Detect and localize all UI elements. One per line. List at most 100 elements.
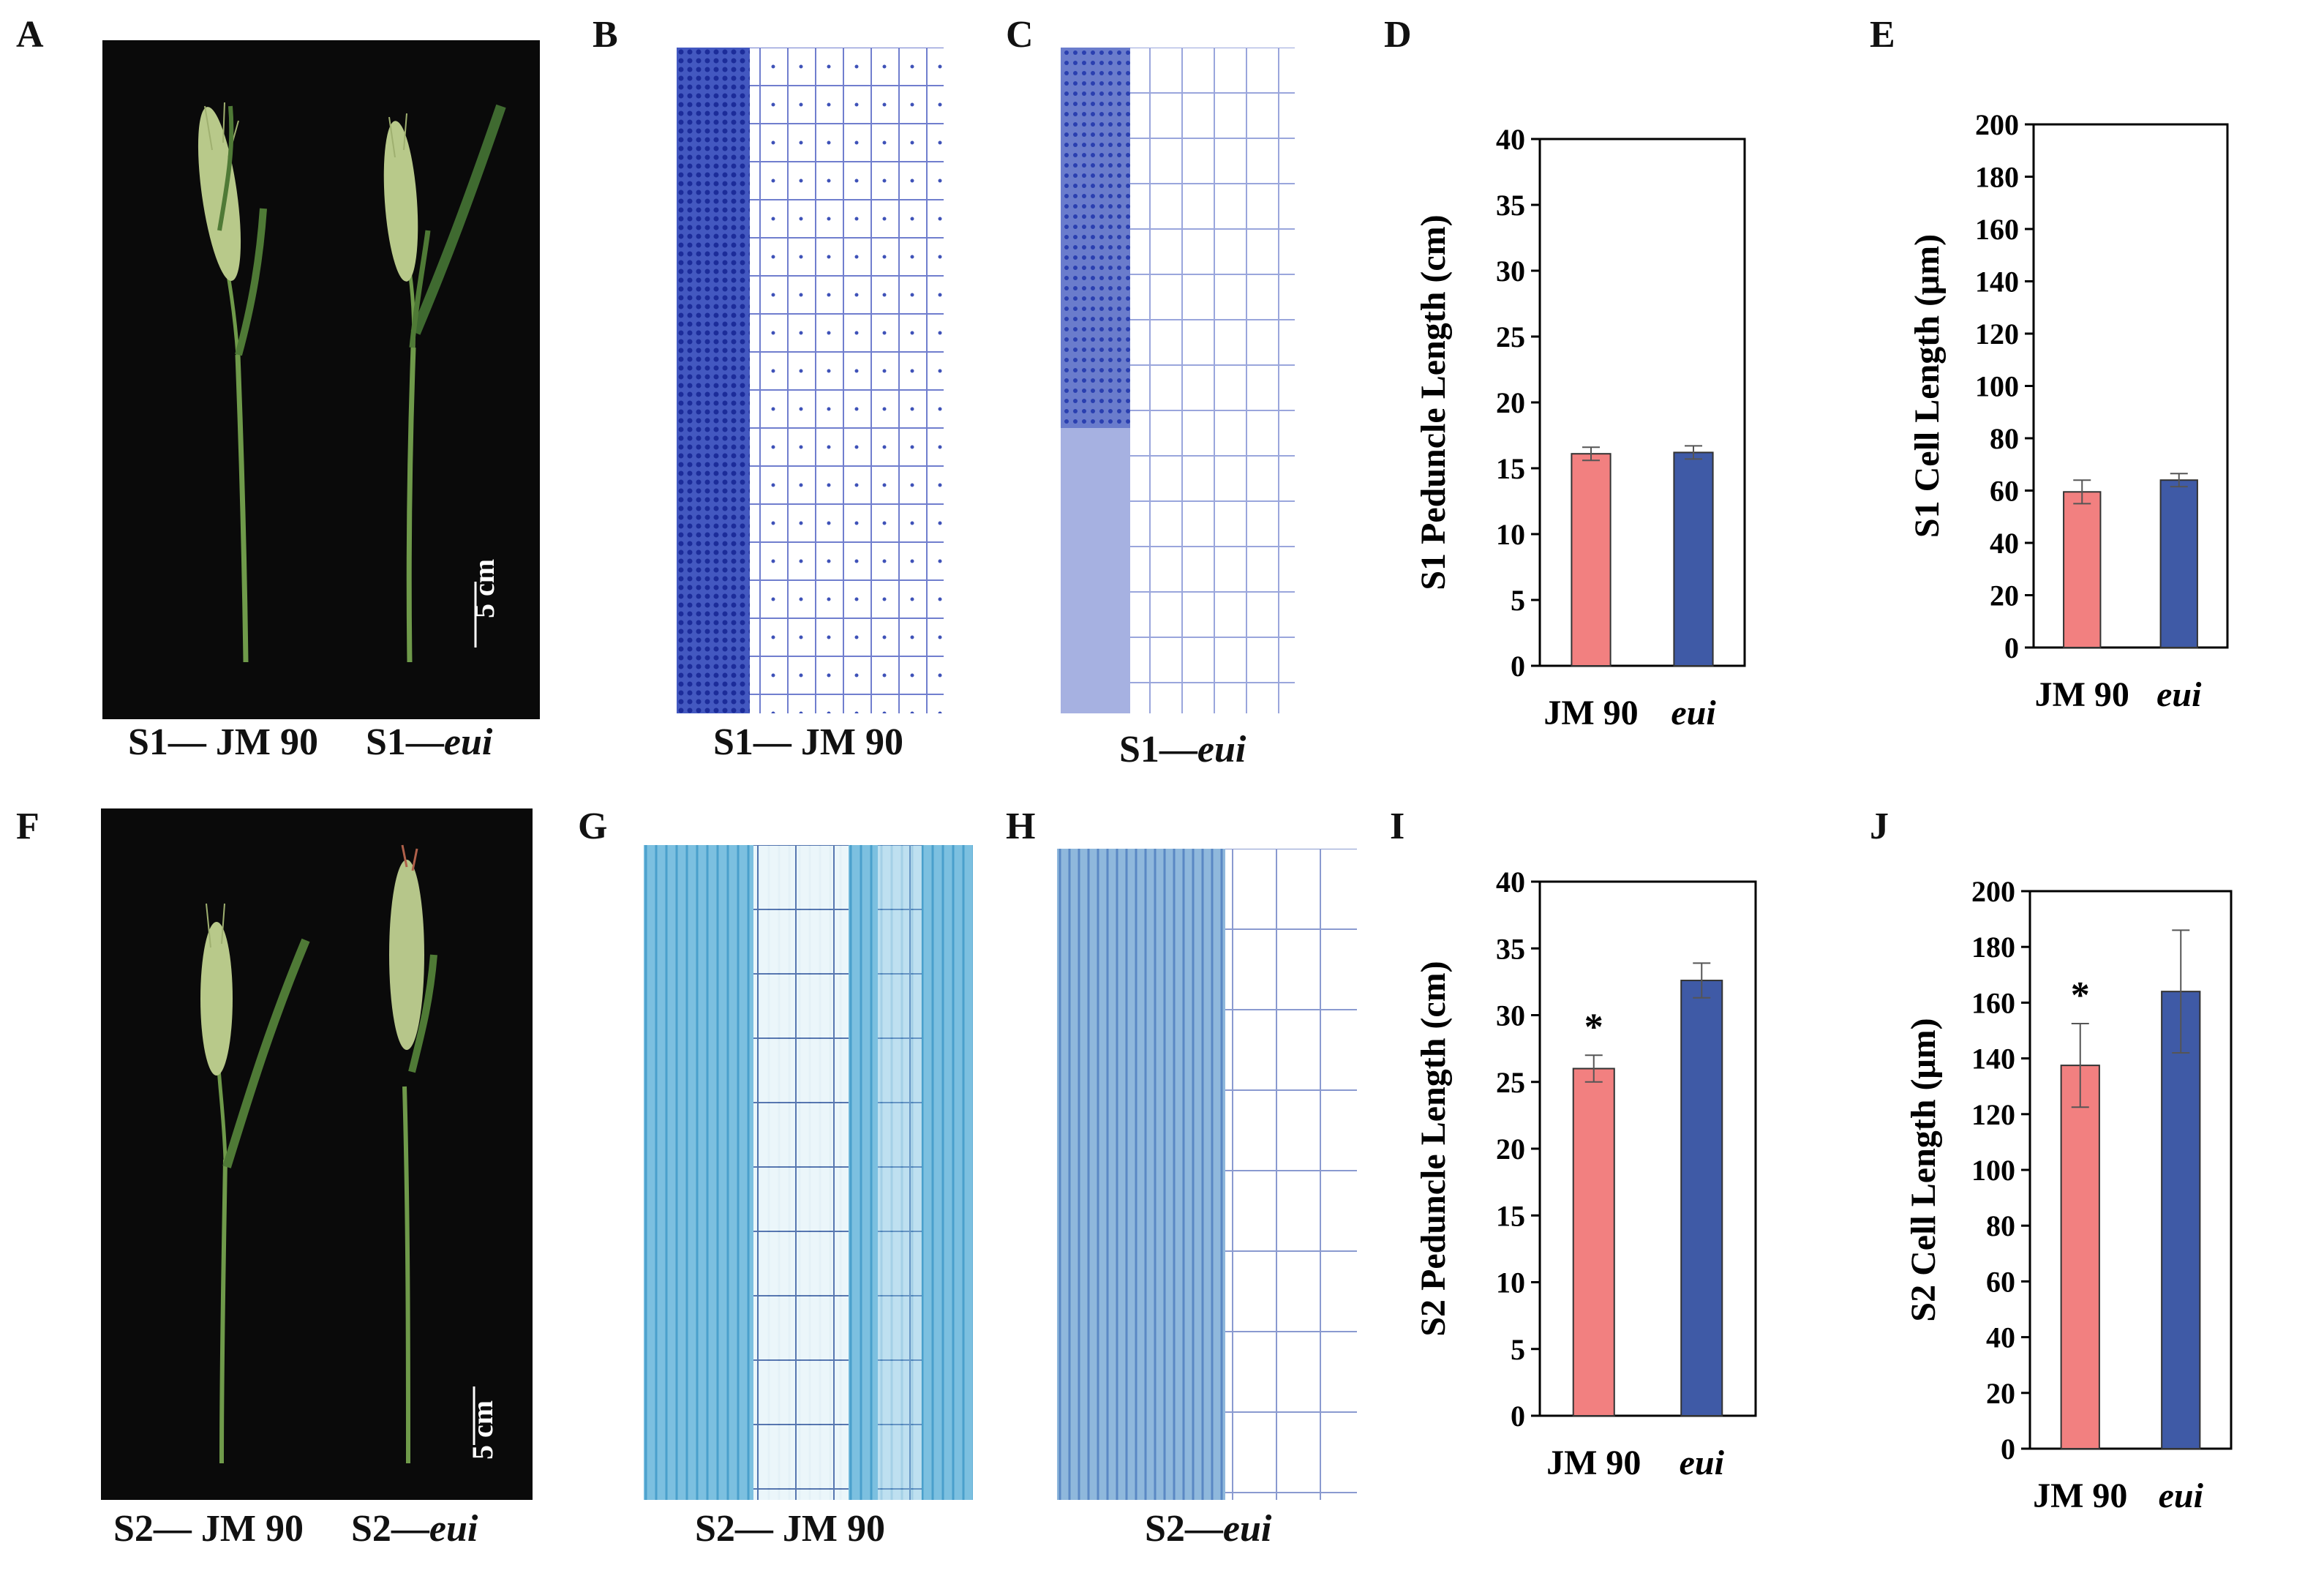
plot-frame — [1538, 138, 1746, 667]
panel-letter-e: E — [1870, 14, 1895, 56]
y-tick-label: 35 — [1496, 189, 1525, 222]
caption-h: S2—eui — [1145, 1507, 1271, 1550]
micrograph-s2-eui-image — [1057, 849, 1357, 1500]
y-axis-label-text: Cell Length (μm) — [1908, 234, 1947, 492]
panel-letter-c: C — [1006, 14, 1034, 56]
y-tick-label: 80 — [1986, 1209, 2015, 1242]
panel-letter-a: A — [16, 14, 44, 56]
y-axis-label-prefix: S1 — [1908, 492, 1947, 538]
caption-a-left: S1— JM 90 — [128, 721, 318, 763]
panel-letter-g: G — [578, 806, 608, 847]
y-tick-label: 30 — [1496, 255, 1525, 288]
panel-letter-d: D — [1384, 14, 1412, 56]
y-tick-label: 5 — [1511, 584, 1525, 617]
y-tick-label: 100 — [1971, 1154, 2015, 1187]
y-axis-label-prefix: S2 — [1414, 1291, 1453, 1337]
panel-letter-i: I — [1390, 806, 1405, 847]
bar-eui — [2161, 991, 2201, 1450]
y-tick-label: 0 — [2004, 631, 2019, 664]
caption-c: S1—eui — [1119, 728, 1246, 771]
caption-a-right: S1—eui — [366, 721, 492, 764]
y-tick-label: 200 — [1975, 108, 2019, 141]
micrograph-s2-eui — [1057, 849, 1357, 1500]
y-tick-label: 20 — [1496, 1133, 1525, 1166]
y-tick-label: 40 — [1990, 527, 2019, 560]
panel-letter-h: H — [1006, 806, 1036, 847]
chart-d-s1-peduncle-length: 0 5 10 15 20 25 30 35 40 JM 90 eui S1 Peduncle Leng… — [1414, 123, 1746, 732]
caption-a-right-italic: eui — [443, 721, 493, 763]
y-tick-label: 0 — [1511, 650, 1525, 683]
y-axis-label: S2 Cell Length (μm) — [1904, 1018, 1943, 1321]
x-category-label: JM 90 — [2033, 1476, 2127, 1515]
y-tick-label: 25 — [1496, 320, 1525, 353]
y-axis-label-prefix: S2 — [1904, 1276, 1943, 1322]
y-tick-label: 0 — [1511, 1400, 1525, 1433]
caption-f-right-prefix: S2— — [351, 1508, 429, 1550]
y-axis-label-text: Peduncle Length (cm) — [1414, 961, 1453, 1291]
caption-f-left: S2— JM 90 — [113, 1508, 304, 1550]
panel-letter-f: F — [16, 806, 40, 847]
scale-bar-label-s1: 5 cm — [467, 558, 500, 618]
bar-eui — [1680, 980, 1723, 1417]
caption-h-italic: eui — [1222, 1508, 1272, 1550]
y-axis-label: S1 Cell Length (μm) — [1908, 234, 1947, 538]
x-category-label: JM 90 — [1543, 694, 1638, 732]
y-tick-label: 120 — [1971, 1098, 2015, 1131]
micrograph-s1-eui — [1053, 48, 1295, 713]
y-tick-label: 140 — [1975, 266, 2019, 299]
y-axis-label-text: Cell Length (μm) — [1904, 1018, 1943, 1276]
y-tick-label: 40 — [1496, 866, 1525, 898]
y-tick-label: 40 — [1496, 123, 1525, 156]
micrograph-s2-jm90-image — [644, 845, 973, 1500]
y-tick-label: 20 — [1990, 579, 2019, 612]
caption-f-right: S2—eui — [351, 1507, 478, 1550]
y-tick-label: 60 — [1986, 1265, 2015, 1298]
y-tick-label: 40 — [1986, 1321, 2015, 1354]
plot-frame — [1538, 880, 1757, 1417]
y-tick-label: 200 — [1971, 875, 2015, 908]
caption-c-italic: eui — [1197, 729, 1246, 770]
y-tick-label: 35 — [1496, 932, 1525, 965]
y-tick-label: 5 — [1511, 1333, 1525, 1366]
bar-jm90 — [2063, 491, 2102, 648]
micrograph-s1-jm90 — [677, 48, 944, 713]
micrograph-s1-jm90-image — [677, 48, 944, 713]
photo-s2-plants: 5 cm — [101, 808, 533, 1500]
y-tick-label: 140 — [1971, 1043, 2015, 1076]
x-category-label: eui — [2156, 675, 2202, 714]
chart-i-s2-peduncle-length: 0 5 10 15 20 25 30 35 40 * JM 90 eui S2 Peduncle Len… — [1414, 866, 1757, 1482]
bar-jm90 — [1572, 1067, 1615, 1416]
y-tick-label: 60 — [1990, 475, 2019, 508]
wheat-plants-s1-image — [198, 102, 506, 663]
y-tick-label: 120 — [1975, 318, 2019, 350]
bar-eui — [2159, 479, 2198, 649]
chart-j-s2-cell-length: 0 20 40 60 80 100 120 140 160 180 200 * JM 90 eui S2 C… — [1904, 875, 2233, 1515]
y-tick-label: 20 — [1986, 1377, 2015, 1410]
y-axis-label-prefix: S1 — [1414, 544, 1453, 590]
caption-g: S2— JM 90 — [695, 1508, 885, 1550]
y-tick-label: 15 — [1496, 452, 1525, 485]
micrograph-s2-jm90 — [644, 845, 973, 1500]
y-axis-label: S2 Peduncle Length (cm) — [1414, 961, 1453, 1336]
bar-eui — [1673, 451, 1714, 667]
bar-jm90 — [2060, 1065, 2100, 1449]
y-tick-label: 0 — [2001, 1433, 2015, 1465]
significance-marker: * — [2071, 975, 2090, 1016]
plot-frame — [2028, 890, 2233, 1450]
y-tick-label: 180 — [1971, 931, 2015, 964]
y-tick-label: 160 — [1971, 986, 2015, 1019]
caption-a-right-prefix: S1— — [366, 721, 444, 763]
bar-jm90 — [1571, 453, 1612, 667]
y-tick-label: 80 — [1990, 422, 2019, 455]
panel-letter-b: B — [593, 14, 618, 56]
y-tick-label: 180 — [1975, 161, 2019, 194]
x-category-label: JM 90 — [1546, 1444, 1641, 1482]
y-tick-label: 30 — [1496, 999, 1525, 1032]
y-tick-label: 20 — [1496, 386, 1525, 419]
y-tick-label: 100 — [1975, 370, 2019, 403]
y-tick-label: 160 — [1975, 213, 2019, 246]
wheat-plants-s2-image — [200, 844, 475, 1464]
caption-f-right-italic: eui — [429, 1508, 478, 1550]
caption-c-prefix: S1— — [1119, 729, 1197, 770]
caption-b: S1— JM 90 — [713, 721, 903, 763]
